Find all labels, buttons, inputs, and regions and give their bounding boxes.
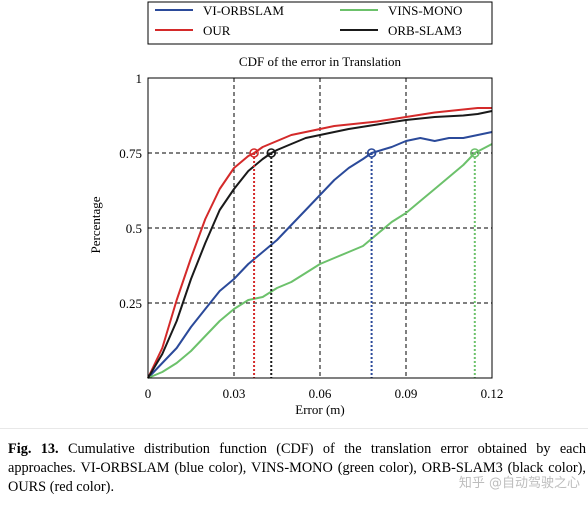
marker-vins-mono [469, 148, 480, 158]
caption-text: Cumulative distribution function (CDF) o… [8, 441, 586, 495]
series-line-vins-mono [147, 143, 493, 379]
y-tick-label: 0.5 [126, 221, 142, 236]
y-tick-label: 1 [136, 71, 143, 86]
grid [148, 78, 492, 378]
legend: VI-ORBSLAM VINS-MONO OUR ORB-SLAM3 [147, 1, 493, 45]
plot-frame [147, 77, 493, 379]
figure-label: Fig. 13. [8, 441, 59, 457]
series-lines [147, 107, 493, 379]
chart-title: CDF of the error in Translation [239, 54, 402, 69]
x-tick-label: 0.09 [395, 386, 418, 401]
y-tick-label: 0.25 [119, 296, 142, 311]
series-line-our [147, 107, 492, 379]
x-tick-label: 0 [145, 386, 152, 401]
x-tick-label: 0.12 [481, 386, 504, 401]
cdf-chart: VI-ORBSLAM VINS-MONO OUR ORB-SLAM3 CDF of t… [88, 1, 503, 417]
marker-our [249, 148, 259, 158]
y-tick-label: 0.75 [119, 146, 142, 161]
x-tick-label: 0.06 [309, 386, 332, 401]
figure-caption: Fig. 13. Cumulative distribution functio… [8, 440, 586, 497]
series-line-vi-orbslam [147, 131, 493, 379]
marker-group [249, 148, 480, 378]
caption-separator [0, 428, 588, 429]
watermark: 知乎 @自动驾驶之心 [458, 476, 580, 491]
marker-orb-slam3 [266, 148, 277, 158]
legend-box [147, 1, 493, 45]
legend-label-our: OUR [203, 23, 231, 38]
legend-label-orb-slam3: ORB-SLAM3 [388, 23, 462, 38]
tick-labels: 0 0.03 0.06 0.09 0.12 0.25 0.5 0.75 1 [119, 71, 503, 401]
series-line-orb-slam3 [147, 110, 493, 379]
x-tick-label: 0.03 [223, 386, 246, 401]
legend-label-vins-mono: VINS-MONO [388, 3, 462, 18]
legend-label-vi-orbslam: VI-ORBSLAM [203, 3, 284, 18]
y-axis-label: Percentage [88, 196, 103, 253]
marker-vi-orbslam [366, 148, 377, 158]
x-axis-label: Error (m) [295, 402, 344, 417]
